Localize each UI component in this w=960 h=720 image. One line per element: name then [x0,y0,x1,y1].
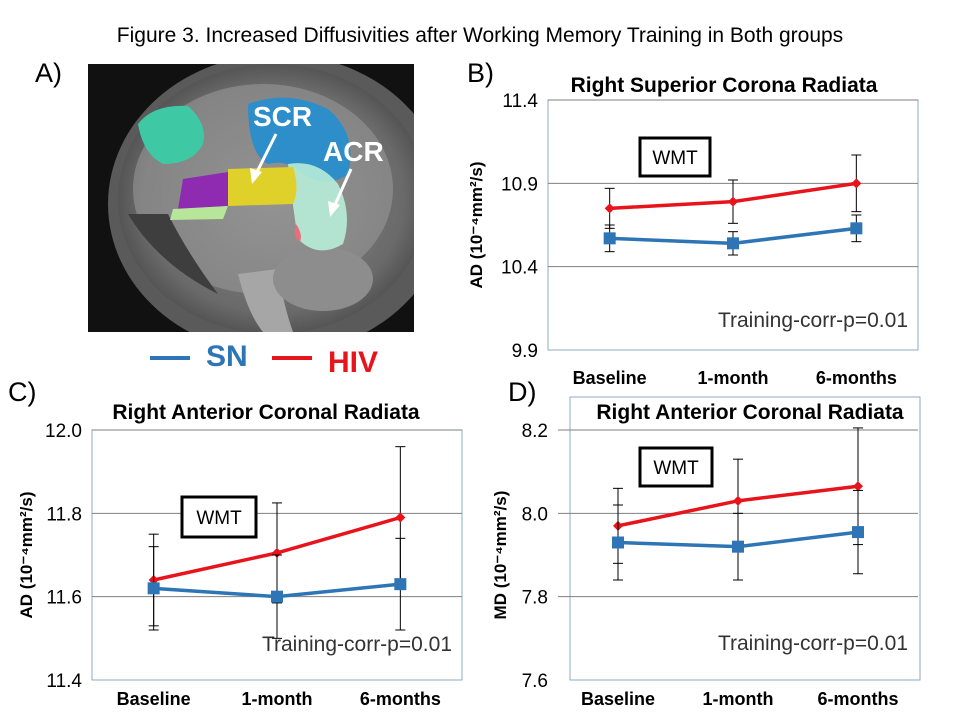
y-tick-label: 11.4 [46,671,82,692]
legend-swatch-hiv [272,356,312,360]
x-tick-label: 1-month [242,689,313,709]
x-tick-label: 1-month [703,689,774,709]
data-point-sn [852,526,864,539]
y-tick-label: 11.4 [502,91,538,112]
figure-title: Figure 3. Increased Diffusivities after … [116,24,844,47]
wmt-label: WMT [196,508,242,529]
panel-letter-c: C) [8,377,37,407]
data-point-sn [603,232,616,245]
training-corr-annotation: Training-corr-p=0.01 [262,633,452,656]
y-tick-label: 10.4 [501,258,538,279]
data-point-hiv [853,481,863,492]
x-tick-label: 1-month [698,368,769,388]
data-point-hiv [728,196,738,207]
y-tick-label: 7.8 [522,588,548,609]
x-tick-label: 6-months [816,368,897,388]
wmt-box [180,495,258,539]
y-tick-label: 11.6 [46,588,82,609]
data-point-hiv [851,178,862,189]
x-tick-label: Baseline [581,689,655,709]
chart-panel-b: 9.9 10.4 10.9 11.4 Baseline 1-month 6-months Ri… [467,74,919,388]
brain-mri-image: SCR ACR [88,64,414,332]
chart-title: Right Anterior Coronal Radiata [596,401,904,424]
plot-frame [569,396,921,681]
legend-label-hiv: HIV [328,346,379,379]
y-axis-label: AD (10⁻⁴mm²/s) [467,162,486,289]
panel-letter-a: A) [35,58,62,88]
acr-arrow [332,168,353,208]
data-point-hiv [733,495,743,506]
legend: SN HIV [150,338,410,379]
wmt-box [638,446,714,488]
legend-swatch-sn [150,356,190,360]
x-tick-label: Baseline [573,368,647,388]
y-tick-label: 8.2 [522,421,548,442]
scr-arrow [254,133,278,175]
brain-label-acr: ACR [323,136,384,167]
brain-label-scr: SCR [253,101,312,132]
chart-panel-d: 7.6 7.8 8.0 8.2 Baseline 1-month 6-months Right… [491,396,921,709]
y-tick-label: 11.8 [46,504,82,525]
x-tick-label: 6-months [818,689,899,709]
panel-letter-b: B) [467,58,494,88]
data-point-sn [732,540,744,553]
chart-title: Right Anterior Coronal Radiata [112,401,420,424]
chart-panel-c: 11.4 11.6 11.8 12.0 Baseline 1-month 6-months R… [17,401,463,709]
x-tick-label: Baseline [117,689,191,709]
panel-letter-d: D) [508,377,537,407]
data-point-sn [271,590,283,603]
y-axis-label: MD (10⁻⁴mm²/s) [491,491,510,620]
data-point-sn [727,237,739,250]
data-point-sn [612,536,624,549]
y-tick-label: 9.9 [512,341,538,362]
data-point-sn [394,578,407,591]
scr-arrow-head [250,168,262,184]
chart-title: Right Superior Corona Radiata [571,74,878,97]
y-tick-label: 12.0 [45,421,82,442]
data-point-sn [147,582,160,595]
y-tick-label: 10.9 [501,174,538,195]
data-point-sn [850,222,863,235]
acr-arrow-head [328,201,340,217]
training-corr-annotation: Training-corr-p=0.01 [718,309,908,332]
data-point-hiv [604,203,615,214]
training-corr-annotation: Training-corr-p=0.01 [718,632,908,655]
wmt-label: WMT [652,148,698,169]
legend-label-sn: SN [206,340,248,373]
x-tick-label: 6-months [360,689,441,709]
wmt-box [638,136,712,178]
data-point-hiv [395,512,406,523]
y-axis-label: AD (10⁻⁴mm²/s) [17,492,36,619]
y-tick-label: 7.6 [522,671,548,692]
y-tick-label: 8.0 [522,504,548,525]
wmt-label: WMT [653,458,699,479]
